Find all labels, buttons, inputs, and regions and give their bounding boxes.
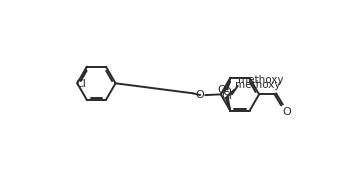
Text: methoxy: methoxy	[238, 75, 284, 85]
Text: O: O	[217, 85, 226, 95]
Text: O: O	[282, 107, 291, 117]
Text: O: O	[195, 90, 204, 100]
Text: O: O	[222, 87, 231, 97]
Text: methoxy: methoxy	[235, 80, 280, 90]
Text: Cl: Cl	[221, 91, 232, 101]
Text: Cl: Cl	[75, 78, 86, 88]
